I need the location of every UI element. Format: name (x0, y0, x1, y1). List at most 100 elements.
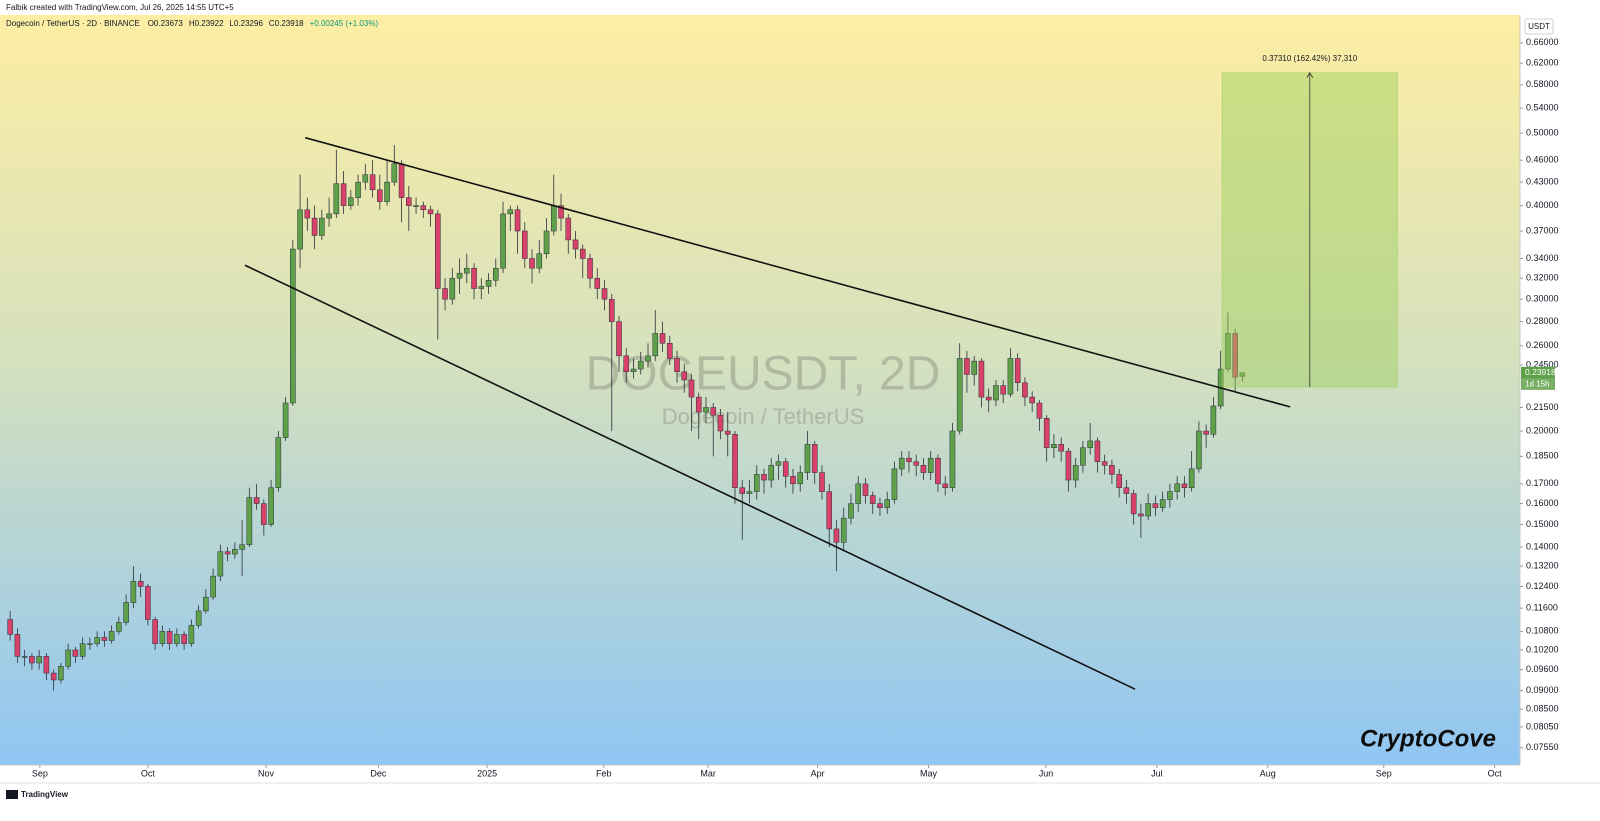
candle-body (913, 461, 919, 466)
candle-body (297, 209, 303, 250)
candle-body (565, 217, 572, 241)
candle-body (877, 503, 883, 508)
candle-body (855, 483, 862, 504)
candle-body (688, 379, 695, 398)
candle-body (811, 444, 818, 473)
x-tick-label: May (920, 768, 938, 778)
symbol-legend: Dogecoin / TetherUS · 2D · BINANCE O0.23… (6, 19, 378, 28)
candle-body (826, 491, 833, 530)
candle-body (116, 622, 122, 632)
candle-body (1167, 491, 1173, 500)
trend-line (304, 136, 1291, 408)
x-tick-label: Jun (1039, 768, 1054, 778)
candle-body (1000, 385, 1006, 395)
candle-body (1203, 430, 1209, 435)
candle-body (478, 286, 485, 289)
candle-body (956, 358, 963, 432)
credit: Falbik created with TradingView.com, Jul… (6, 3, 234, 12)
candle-body (442, 288, 448, 300)
currency-box[interactable] (1524, 18, 1554, 35)
y-tick-label: 0.16000 (1526, 498, 1559, 508)
candle-body (290, 248, 296, 404)
candle-body (282, 402, 289, 438)
candle-body (36, 656, 42, 664)
candle-body (971, 360, 977, 375)
candle-body (246, 497, 253, 545)
candle-body (413, 205, 419, 207)
candle-body (884, 499, 890, 508)
candle-body (587, 258, 593, 279)
candle-body (101, 637, 108, 641)
candle-body (50, 672, 57, 681)
candle-body (652, 333, 659, 357)
candle-body (768, 465, 775, 481)
candle-body (1145, 503, 1151, 517)
y-tick-label: 0.50000 (1526, 127, 1559, 137)
candle-body (130, 580, 137, 603)
candle-body (898, 457, 905, 470)
y-tick-label: 0.09600 (1526, 664, 1559, 674)
candle-body (1188, 468, 1195, 488)
y-tick-label: 0.14000 (1526, 541, 1559, 551)
candle-body (1210, 405, 1217, 435)
candle-body (572, 239, 579, 250)
candle-body (891, 468, 898, 500)
candle-body (724, 430, 731, 435)
y-tick-label: 0.28000 (1526, 316, 1559, 326)
candle-body (1123, 487, 1130, 494)
candle-body (1174, 483, 1180, 492)
candle-body (493, 267, 499, 281)
series: 0.37310 (162.42%) 37,310 (7, 54, 1398, 691)
candle-body (927, 457, 934, 473)
x-tick-label: Dec (370, 768, 387, 778)
candle-body (203, 596, 209, 612)
x-tick-label: Feb (596, 768, 612, 778)
candle-body (529, 258, 535, 269)
candle-body (1159, 499, 1166, 508)
candle-body (79, 643, 86, 657)
candle-body (964, 358, 970, 375)
y-tick-label: 0.17000 (1526, 478, 1559, 488)
candle-body (819, 472, 825, 492)
candle-body (732, 434, 738, 488)
candle-body (782, 461, 789, 477)
candle-body (1080, 447, 1086, 466)
y-tick-label: 0.24500 (1526, 359, 1559, 369)
candle-body (848, 503, 854, 519)
x-tick-label: 2025 (477, 768, 497, 778)
legend-value: C0.23918 (269, 19, 304, 28)
signature: CryptoCove (1360, 725, 1496, 752)
y-tick-label: 0.09000 (1526, 685, 1559, 695)
y-tick-label: 0.08500 (1526, 704, 1559, 714)
candle-body (384, 181, 390, 202)
watermark: DOGEUSDT, 2D (586, 348, 941, 401)
y-tick-label: 0.15000 (1526, 519, 1559, 529)
candle-body (1014, 358, 1021, 384)
candle-body (159, 631, 166, 644)
y-tick-label: 0.07550 (1526, 742, 1559, 752)
candle-body (268, 487, 274, 525)
candle-body (398, 163, 405, 198)
candle-body (703, 407, 709, 413)
candle-body (21, 656, 28, 658)
candle-body (550, 205, 557, 232)
candle-body (775, 461, 782, 466)
measure-arrow-head (1306, 71, 1314, 78)
candle-body (166, 631, 173, 644)
countdown: 1d 15h (1525, 379, 1549, 388)
candle-body (1109, 465, 1115, 475)
candle-body (630, 368, 637, 372)
candle-body (1181, 483, 1188, 488)
candle-body (920, 465, 927, 473)
candle-body (1232, 333, 1238, 378)
candle-body (1101, 461, 1108, 466)
candle-body (355, 181, 361, 198)
x-tick-label: Oct (141, 768, 156, 778)
candle-body (746, 491, 753, 494)
candle-body (1196, 430, 1202, 470)
candle-body (637, 360, 644, 370)
candle-body (311, 217, 318, 236)
x-tick-label: Mar (700, 768, 716, 778)
